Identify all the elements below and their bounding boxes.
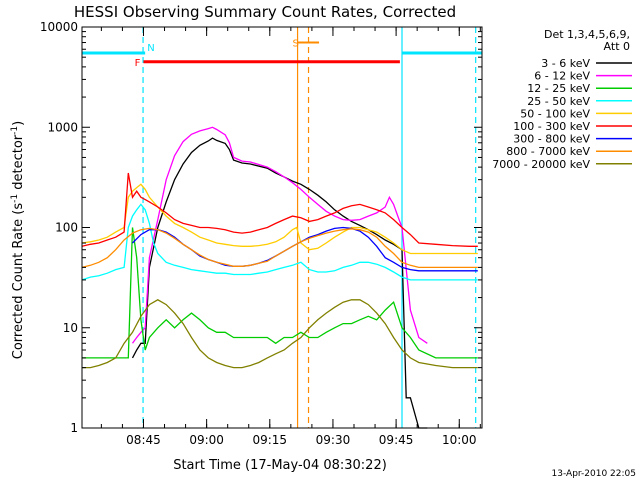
series-line-1: [131, 126, 428, 344]
y-axis-label-end: ): [11, 121, 26, 126]
legend-label-0: 3 - 6 keV: [541, 57, 590, 70]
y-axis-label-exp1: -1: [10, 194, 20, 203]
y-tick-label: 10000: [40, 20, 78, 34]
series-line-8: [82, 299, 478, 369]
x-axis-label: Start Time (17-May-04 08:30:22): [173, 458, 387, 473]
chart-title: HESSI Observing Summary Count Rates, Cor…: [74, 3, 456, 21]
axes: 1 10 100 1000 10000 08:45 09:00 09:15 09:30 09:45…: [40, 20, 483, 447]
legend-label-1: 6 - 12 keV: [534, 70, 590, 83]
y-tick-label: 1000: [47, 120, 78, 134]
plot-area: NF S: [81, 27, 482, 429]
legend-label-3: 25 - 50 keV: [527, 95, 590, 108]
flag-label-f: F: [135, 58, 141, 69]
legend-title-line-1: Det 1,3,4,5,6,9,: [544, 28, 630, 41]
y-tick-label: 100: [55, 221, 78, 235]
series-line-0: [131, 137, 428, 429]
y-axis-label: Corrected Count Rate (s-1 detector-1): [10, 121, 26, 359]
x-tick-label: 09:45: [379, 433, 414, 447]
legend-title-line-2: Att 0: [604, 40, 630, 53]
series-line-7: [81, 227, 478, 269]
y-tick-label: 10: [63, 321, 78, 335]
series-line-5: [81, 172, 478, 247]
x-tick-label: 08:45: [126, 433, 161, 447]
series-line-2: [82, 227, 478, 359]
series-line-6: [132, 226, 478, 272]
flag-label-s: S: [293, 39, 299, 50]
flag-label-n: N: [147, 43, 154, 54]
x-tick-label: 09:00: [189, 433, 224, 447]
legend-label-5: 100 - 300 keV: [513, 120, 590, 133]
axes-frame: [81, 26, 483, 429]
legend-label-4: 50 - 100 keV: [520, 107, 590, 120]
y-tick-label: 1: [70, 421, 78, 435]
y-axis-label-mid: detector: [11, 134, 26, 194]
series-line-4: [81, 183, 478, 255]
svg-text:Corrected Count Rate (s-1 dete: Corrected Count Rate (s-1 detector-1): [10, 121, 26, 359]
y-axis-label-main: Corrected Count Rate (s: [11, 203, 26, 360]
legend-label-7: 800 - 7000 keV: [506, 145, 590, 158]
y-axis-label-exp2: -1: [10, 126, 20, 135]
legend-label-8: 7000 - 20000 keV: [492, 158, 590, 171]
x-tick-label: 09:15: [252, 433, 287, 447]
legend-label-2: 12 - 25 keV: [527, 82, 590, 95]
x-tick-label: 09:30: [316, 433, 351, 447]
legend-label-6: 300 - 800 keV: [513, 133, 590, 146]
x-tick-label: 10:00: [442, 433, 477, 447]
series-line-3: [81, 203, 478, 281]
footer-date: 13-Apr-2010 22:05: [552, 469, 636, 479]
